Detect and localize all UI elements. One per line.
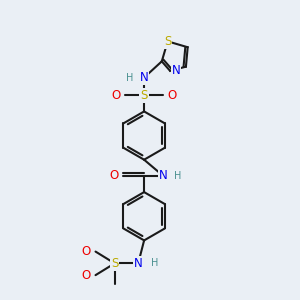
Text: O: O [81,268,90,282]
Text: H: H [174,171,182,181]
Text: S: S [140,89,148,102]
Text: S: S [111,257,118,270]
Text: H: H [151,258,158,268]
Text: O: O [110,169,119,182]
Text: O: O [168,89,177,102]
Text: H: H [126,73,133,82]
Text: N: N [140,71,148,84]
Text: N: N [134,257,142,270]
Text: N: N [172,64,180,77]
Text: S: S [164,35,171,48]
Text: O: O [81,245,90,258]
Text: O: O [111,89,121,102]
Text: N: N [159,169,168,182]
